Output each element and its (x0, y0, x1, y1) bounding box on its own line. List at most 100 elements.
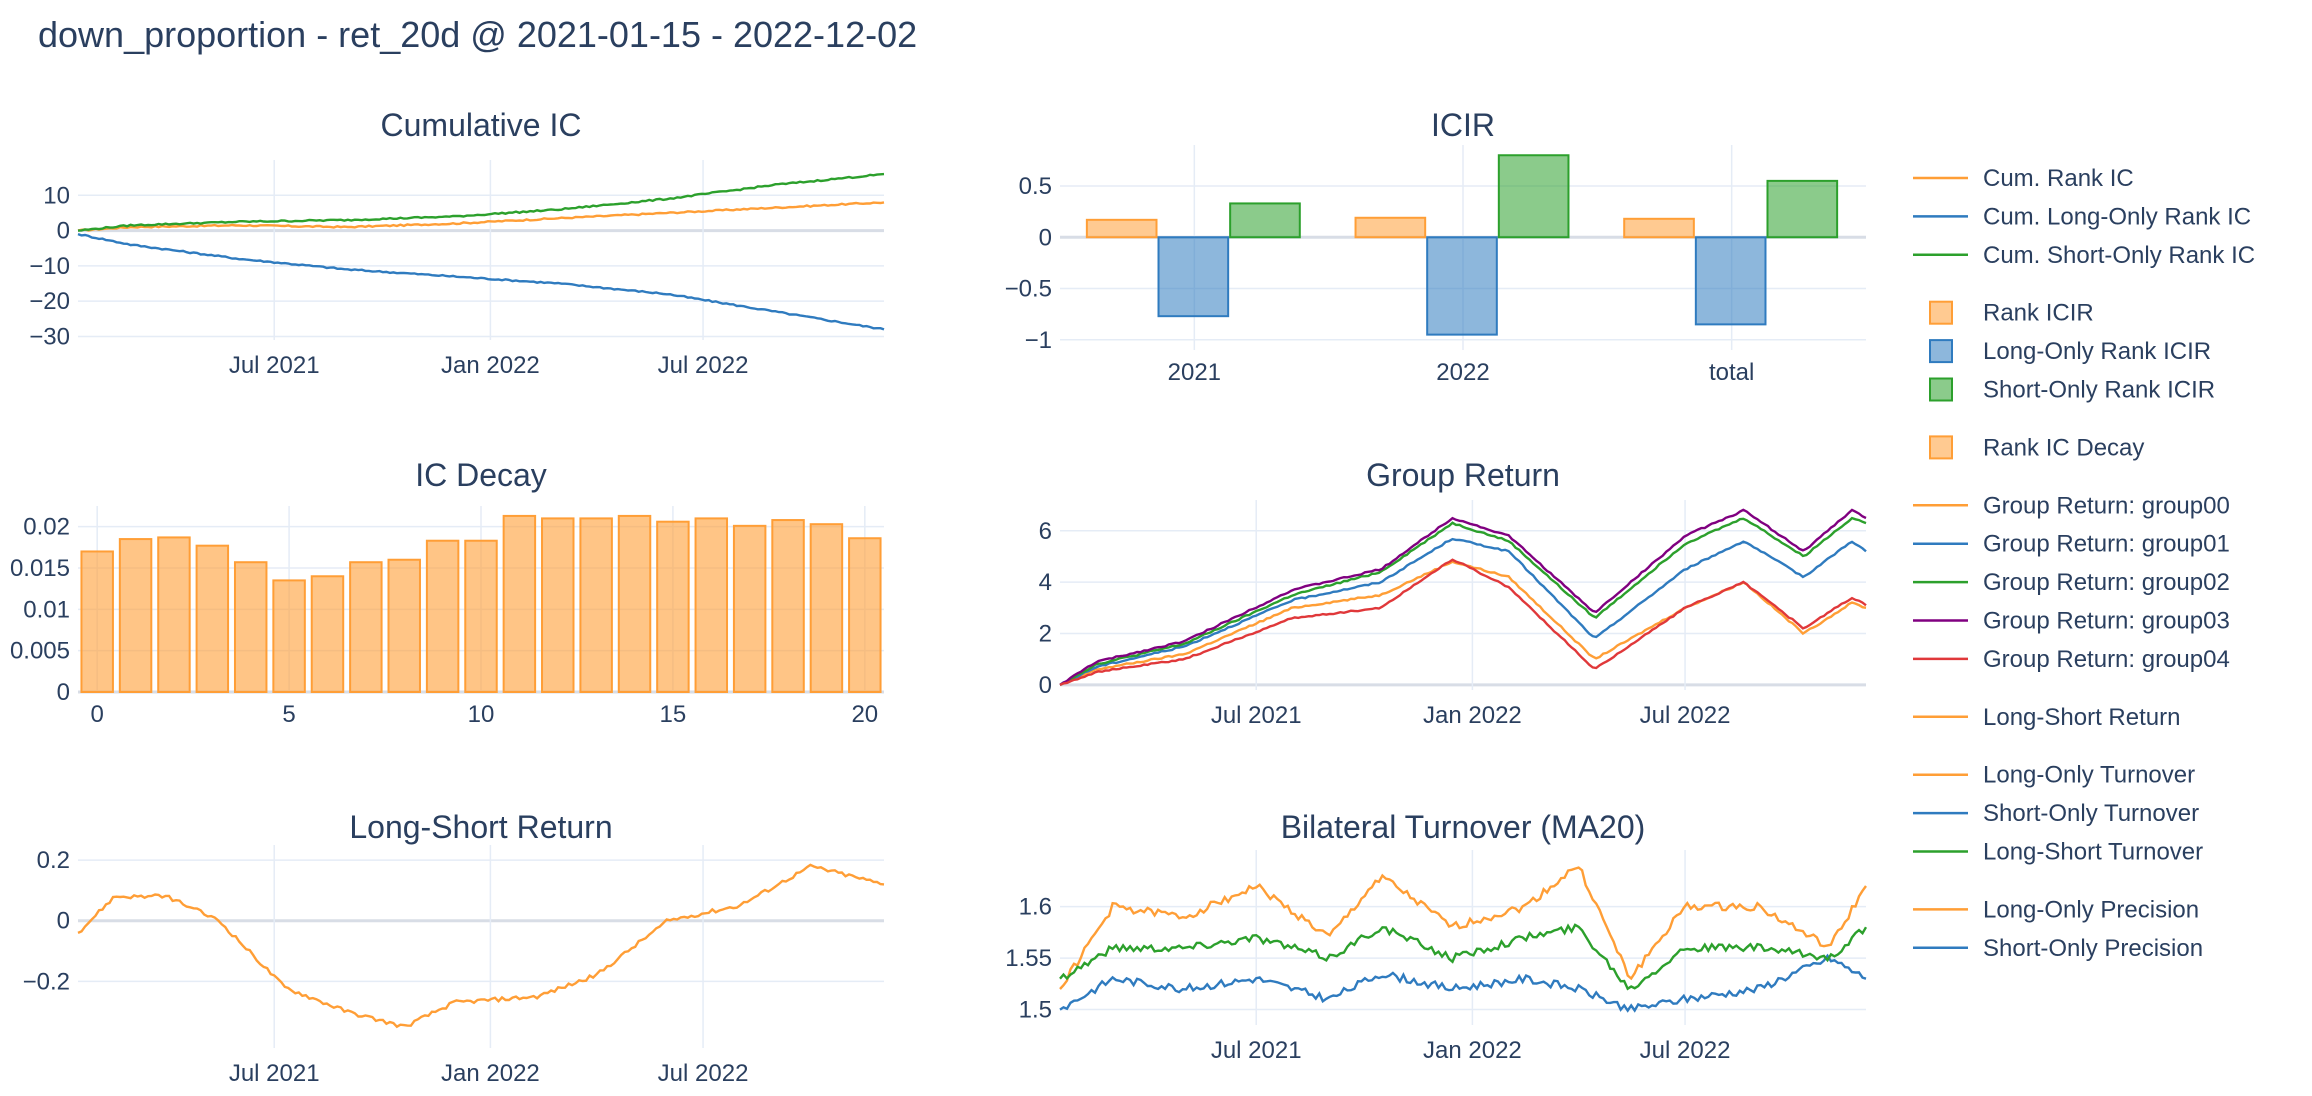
bar-long-only-rank-icir-2021 (1157, 236, 1230, 318)
legend-item-label[interactable]: Group Return: group02 (1983, 569, 2230, 596)
legend-item-label[interactable]: Group Return: group01 (1983, 531, 2230, 558)
series-line-2 (77, 172, 885, 232)
series-line-1 (1059, 953, 1867, 1013)
legend-item-label[interactable]: Group Return: group03 (1983, 608, 2230, 635)
ytick-label: 2 (1039, 621, 1052, 648)
series-line-1 (77, 232, 885, 331)
ytick-label: 0.5 (1019, 173, 1052, 200)
long_short-panel: Long-Short Return 0.2 0 −0.2 Jul 2021 Jan 202… (23, 809, 885, 1087)
xtick-label: Jan 2022 (1423, 1037, 1522, 1064)
legend-item-label[interactable]: Short-Only Rank ICIR (1983, 377, 2215, 404)
bar-long-only-rank-icir-2022 (1426, 236, 1498, 336)
legend-item-label[interactable]: Cum. Short-Only Rank IC (1983, 242, 2255, 269)
xtick-label: 5 (282, 701, 295, 728)
legend-item-label[interactable]: Group Return: group04 (1983, 646, 2230, 673)
xtick-label: Jul 2021 (229, 352, 320, 379)
series-line-3 (1059, 508, 1867, 686)
decay-bar-19 (809, 523, 844, 693)
icir-panel: ICIR 0.5 0 −0.5 −1 2021 2022 total (1005, 107, 1866, 386)
legend-item-label[interactable]: Group Return: group00 (1983, 492, 2230, 519)
series-line-2 (1059, 516, 1867, 686)
decay-bar-16 (694, 517, 729, 694)
ytick-label: −10 (29, 253, 70, 280)
bar-short-only-rank-icir-2022 (1497, 154, 1570, 239)
ic_decay-title: IC Decay (415, 457, 547, 493)
ytick-label: 1.6 (1019, 894, 1052, 921)
xtick-label: 20 (851, 701, 878, 728)
decay-bar-20 (848, 537, 882, 693)
xtick-label: Jan 2022 (1423, 702, 1522, 729)
ytick-label: 0.015 (10, 555, 70, 582)
decay-bar-10 (464, 539, 498, 693)
series-line-4 (1059, 558, 1867, 687)
bar-rank-icir-2022 (1354, 216, 1427, 239)
xtick-label: Jan 2022 (441, 1060, 540, 1087)
legend[interactable]: Cum. Rank IC Cum. Long-Only Rank IC Cum. S… (1913, 165, 2255, 962)
decay-bar-0 (80, 550, 114, 694)
xtick-label: Jul 2022 (1640, 702, 1731, 729)
turnover-panel: Bilateral Turnover (MA20) 1.5 1.55 1.6 Jul 2… (1005, 809, 1868, 1064)
legend-item-label[interactable]: Long-Short Turnover (1983, 839, 2203, 866)
ytick-label: 0.02 (23, 514, 70, 541)
ytick-label: −0.5 (1005, 276, 1052, 303)
legend-swatch-box (1929, 435, 1953, 460)
legend-item-label[interactable]: Rank ICIR (1983, 300, 2094, 327)
ytick-label: −30 (29, 323, 70, 350)
legend-item-label[interactable]: Long-Short Return (1983, 704, 2180, 731)
decay-bar-9 (425, 539, 460, 693)
ytick-label: 0 (57, 679, 70, 706)
legend-item-label[interactable]: Cum. Long-Only Rank IC (1983, 203, 2251, 230)
decay-bar-13 (579, 517, 613, 694)
xtick-label: Jul 2022 (658, 352, 749, 379)
figure-title: down_proportion - ret_20d @ 2021-01-15 -… (38, 14, 917, 55)
category-label: 2022 (1436, 359, 1489, 386)
ytick-label: 0 (57, 908, 70, 935)
ytick-label: 4 (1039, 569, 1052, 596)
cum_ic-title: Cumulative IC (381, 107, 582, 143)
series-line-1 (1059, 537, 1867, 686)
xtick-label: Jul 2021 (1211, 1037, 1302, 1064)
legend-item-label[interactable]: Short-Only Turnover (1983, 800, 2199, 827)
legend-item-label[interactable]: Long-Only Turnover (1983, 762, 2195, 789)
ytick-label: −20 (29, 288, 70, 315)
decay-bar-11 (502, 514, 537, 693)
ytick-label: 0 (1039, 224, 1052, 251)
decay-bar-17 (732, 524, 767, 694)
decay-bar-8 (387, 558, 421, 693)
ytick-label: 10 (43, 182, 70, 209)
decay-bar-5 (272, 579, 306, 694)
ytick-label: 0.005 (10, 638, 70, 665)
legend-item-label[interactable]: Short-Only Precision (1983, 935, 2203, 962)
legend-item-label[interactable]: Long-Only Precision (1983, 896, 2199, 923)
ytick-label: 0.2 (37, 847, 70, 874)
xtick-label: 10 (468, 701, 495, 728)
legend-swatch-box (1929, 300, 1953, 325)
series-line-0 (1059, 560, 1867, 686)
xtick-label: Jul 2021 (229, 1060, 320, 1087)
bar-long-only-rank-icir-total (1694, 236, 1767, 326)
series-line-0 (77, 863, 885, 1029)
legend-item-label[interactable]: Rank IC Decay (1983, 434, 2144, 461)
decay-bar-12 (541, 517, 575, 694)
cum_ic-panel: Cumulative IC 10 0 −10 −20 −30 Jul 2021 Jan 202… (29, 107, 885, 379)
ytick-label: 1.55 (1005, 945, 1052, 972)
bar-short-only-rank-icir-2021 (1229, 202, 1301, 239)
legend-item-label[interactable]: Long-Only Rank ICIR (1983, 338, 2211, 365)
decay-bar-15 (656, 520, 690, 693)
decay-bar-1 (118, 538, 153, 693)
category-label: 2021 (1168, 359, 1221, 386)
icir-title: ICIR (1431, 107, 1495, 143)
ytick-label: 6 (1039, 518, 1052, 545)
turnover-title: Bilateral Turnover (MA20) (1281, 809, 1646, 845)
legend-item-label[interactable]: Cum. Rank IC (1983, 165, 2134, 192)
ytick-label: 0 (1039, 672, 1052, 699)
bar-rank-icir-total (1623, 217, 1695, 239)
bar-rank-icir-2021 (1085, 218, 1158, 239)
ytick-label: −0.2 (23, 968, 70, 995)
legend-swatch-box (1929, 339, 1953, 364)
xtick-label: Jul 2022 (658, 1060, 749, 1087)
decay-bar-18 (771, 519, 805, 694)
ytick-label: −1 (1025, 327, 1052, 354)
decay-bar-14 (617, 514, 652, 693)
